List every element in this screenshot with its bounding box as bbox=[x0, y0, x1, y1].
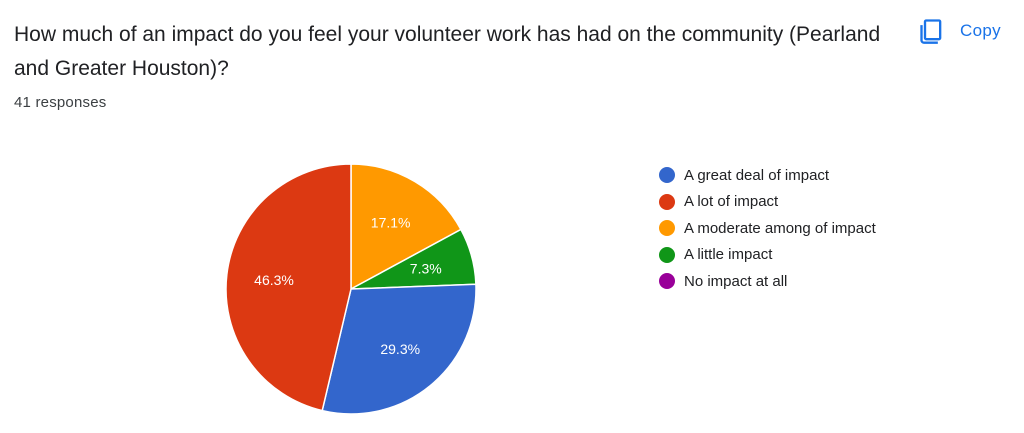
legend-item-no-impact-at-all[interactable]: No impact at all bbox=[659, 268, 876, 295]
legend-swatch bbox=[659, 193, 675, 210]
legend-label: A little impact bbox=[684, 246, 773, 264]
legend-item-a-lot-of-impact[interactable]: A lot of impact bbox=[659, 189, 876, 216]
pie-data-label-a-great-deal-of-impact: 29.3% bbox=[380, 341, 420, 357]
response-count: 41 responses bbox=[14, 94, 107, 111]
copy-icon bbox=[920, 19, 942, 44]
legend-swatch bbox=[659, 220, 675, 237]
question-title: How much of an impact do you feel your v… bbox=[14, 23, 881, 80]
legend-label: No impact at all bbox=[684, 272, 788, 290]
legend-swatch bbox=[659, 167, 675, 184]
legend-item-a-little-impact[interactable]: A little impact bbox=[659, 242, 876, 269]
legend-swatch bbox=[659, 246, 675, 263]
pie-data-label-a-little-impact: 7.3% bbox=[410, 261, 442, 277]
pie-chart: 17.1% 7.3% 29.3% 46.3% bbox=[225, 163, 477, 415]
legend-label: A moderate among of impact bbox=[684, 219, 876, 237]
pie-data-label-a-lot-of-impact: 46.3% bbox=[254, 272, 294, 288]
pie-slice-a-moderate-among-of-impact[interactable] bbox=[350, 163, 462, 291]
legend-label: A lot of impact bbox=[684, 193, 779, 211]
copy-label: Copy bbox=[960, 21, 1001, 40]
pie-slice-a-lot-of-impact[interactable] bbox=[225, 163, 352, 412]
legend-item-a-great-deal-of-impact[interactable]: A great deal of impact bbox=[659, 162, 876, 189]
pie-data-label-a-moderate-among-of-impact: 17.1% bbox=[371, 214, 411, 230]
legend-item-a-moderate-among-of-impact[interactable]: A moderate among of impact bbox=[659, 215, 876, 242]
chart-legend: A great deal of impact A lot of impact A m… bbox=[659, 162, 876, 295]
legend-swatch bbox=[659, 273, 675, 290]
pie-slice-a-great-deal-of-impact[interactable] bbox=[321, 283, 477, 415]
copy-button[interactable]: Copy bbox=[918, 14, 1001, 48]
legend-label: A great deal of impact bbox=[684, 166, 830, 184]
